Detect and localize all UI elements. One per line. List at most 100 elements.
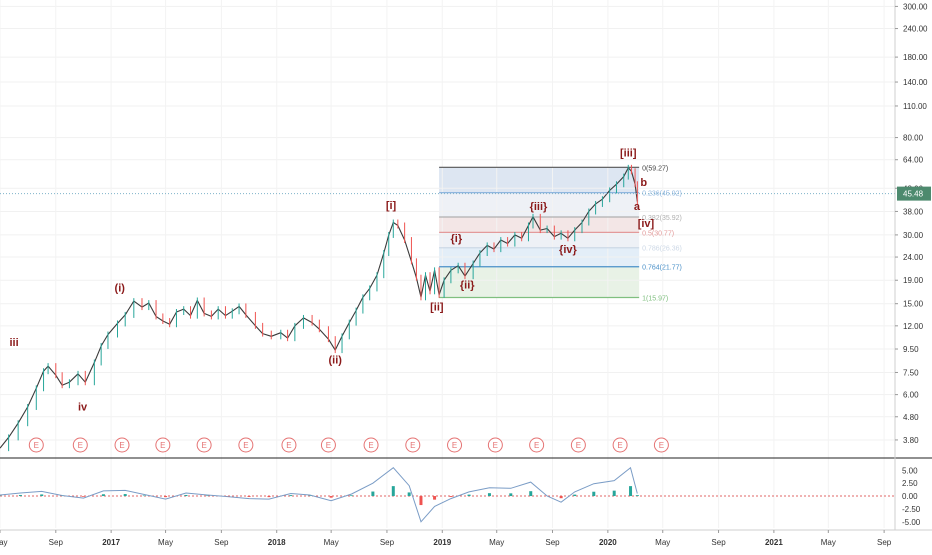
earnings-marker[interactable]: E [612, 437, 628, 453]
price-tick-label: 4.80 [903, 413, 919, 422]
earnings-marker[interactable]: E [320, 437, 336, 453]
earnings-marker[interactable]: E [196, 437, 212, 453]
earnings-label: E [452, 441, 457, 450]
earnings-label: E [286, 441, 291, 450]
earnings-marker[interactable]: E [363, 437, 379, 453]
oscillator-layer [0, 466, 895, 523]
earnings-circle [320, 437, 336, 453]
price-tick-label: 180.00 [903, 53, 928, 62]
earnings-circle [196, 437, 212, 453]
wave-label: [ii] [430, 302, 444, 314]
earnings-circle [570, 437, 586, 453]
fib-zone [439, 266, 640, 298]
wave-label: iv [78, 402, 88, 414]
earnings-marker[interactable]: E [281, 437, 297, 453]
wave-label: a [634, 201, 641, 213]
fib-level-label: 0.764(21.77) [642, 265, 682, 272]
earnings-label: E [534, 441, 539, 450]
earnings-label: E [617, 441, 622, 450]
earnings-marker[interactable]: E [653, 437, 669, 453]
wave-label: (ii) [329, 355, 343, 367]
price-tick-label: 64.00 [903, 156, 924, 165]
oscillator-line[interactable] [0, 466, 638, 523]
price-tick-label: 140.00 [903, 78, 928, 87]
earnings-label: E [326, 441, 331, 450]
earnings-circle [405, 437, 421, 453]
fib-level-label: 0.382(35.92) [642, 215, 682, 222]
oscillator-tick-label: 2.50 [902, 479, 918, 488]
earnings-label: E [659, 441, 664, 450]
time-tick-label: May [158, 538, 173, 547]
wave-label: [iii] [620, 148, 637, 160]
earnings-circle [72, 437, 88, 453]
wave-label: [iv] [638, 218, 655, 230]
earnings-marker[interactable]: E [570, 437, 586, 453]
fib-zone [439, 167, 640, 193]
price-tick-label: 6.00 [903, 391, 919, 400]
time-tick-label: Sep [380, 538, 395, 547]
time-tick-label: May [821, 538, 836, 547]
time-tick-label: May [324, 538, 339, 547]
price-tick-label: 300.00 [903, 2, 928, 11]
price-tick-label: 30.00 [903, 231, 924, 240]
fib-lines-layer: 0(59.27) 0.236(45.92) 0.382(35.92) 0.5(30.7… [439, 165, 682, 302]
fib-zone [439, 192, 640, 218]
earnings-label: E [493, 441, 498, 450]
fib-level-label: 0.786(26.36) [642, 246, 682, 253]
time-tick-label: Sep [214, 538, 229, 547]
earnings-marker[interactable]: E [238, 437, 254, 453]
wave-label: [i] [386, 200, 397, 212]
wave-label: iii [9, 337, 18, 349]
price-tick-label: 12.00 [903, 322, 924, 331]
fib-zone [439, 217, 640, 233]
earnings-label: E [201, 441, 206, 450]
oscillator-tick-label: -2.50 [902, 505, 921, 514]
last-price-tag[interactable]: 45.48 [897, 186, 931, 201]
earnings-marker[interactable]: E [72, 437, 88, 453]
earnings-circle [363, 437, 379, 453]
price-line[interactable] [0, 167, 638, 449]
earnings-marker[interactable]: E [155, 437, 171, 453]
wave-label: (i) [115, 282, 126, 294]
time-tick-label: May [489, 538, 504, 547]
price-tick-label: 7.50 [903, 368, 919, 377]
earnings-marker[interactable]: E [114, 437, 130, 453]
earnings-marker[interactable]: E [405, 437, 421, 453]
earnings-marker[interactable]: E [447, 437, 463, 453]
price-tick-label: 15.00 [903, 300, 924, 309]
time-tick-label: Sep [877, 538, 892, 547]
earnings-circle [653, 437, 669, 453]
price-tick-label: 19.00 [903, 276, 924, 285]
earnings-circle [114, 437, 130, 453]
price-tick-label: 38.00 [903, 207, 924, 216]
earnings-marker[interactable]: E [28, 437, 44, 453]
earnings-label: E [368, 441, 373, 450]
earnings-circle [281, 437, 297, 453]
earnings-label: E [160, 441, 165, 450]
fib-fill-layer [439, 167, 640, 298]
wave-label: b [640, 177, 647, 189]
earnings-marker[interactable]: E [529, 437, 545, 453]
earnings-circle [28, 437, 44, 453]
earnings-circle [447, 437, 463, 453]
earnings-label: E [34, 441, 39, 450]
price-tick-label: 9.50 [903, 345, 919, 354]
fib-level-label: 0(59.27) [642, 165, 668, 172]
fib-zone [439, 232, 640, 248]
time-tick-label: 2017 [102, 538, 120, 547]
earnings-marker[interactable]: E [487, 437, 503, 453]
last-price-tag-box [897, 186, 931, 201]
wave-label: {i} [451, 233, 463, 245]
fib-level-label: 0.236(45.92) [642, 191, 682, 198]
last-price-tag-label: 45.48 [903, 190, 924, 199]
time-tick-label: May [0, 538, 8, 547]
wave-label: {iv} [559, 244, 577, 256]
oscillator-tick-label: 5.00 [902, 466, 918, 475]
fib-level-label: 1(15.97) [642, 295, 668, 302]
earnings-label: E [243, 441, 248, 450]
earnings-circle [612, 437, 628, 453]
